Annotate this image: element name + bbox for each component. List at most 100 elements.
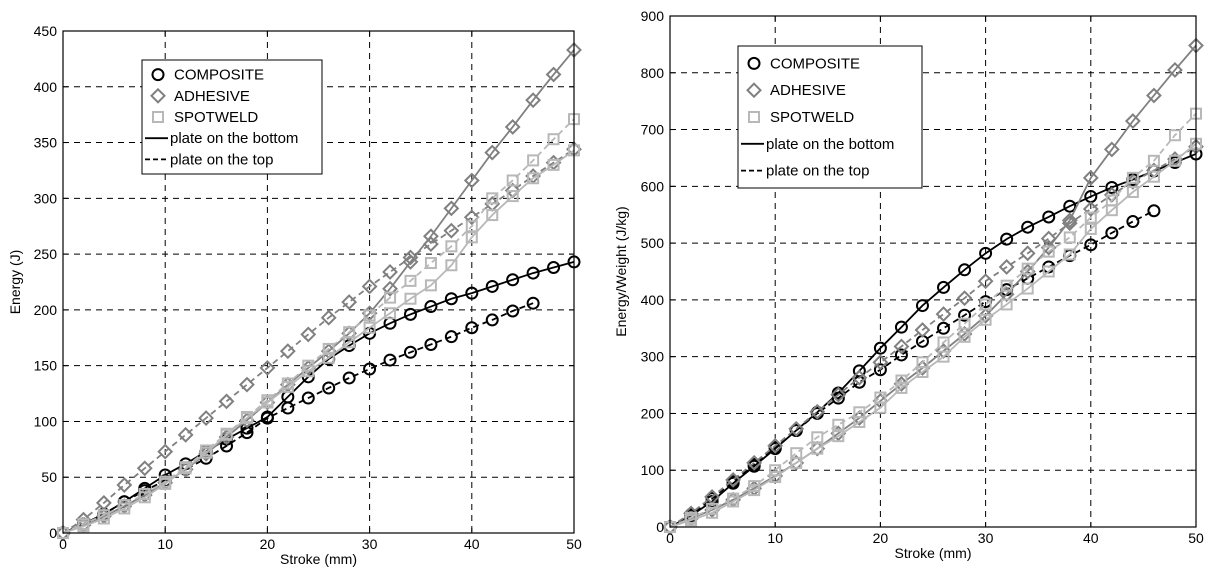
x-tick-label: 20 [260,536,276,552]
data-point-composite-top [281,401,295,415]
data-point-adhesive-bottom [998,286,1015,303]
data-point-spotweld-top [118,499,131,512]
legend-label: plate on the top [170,151,273,168]
data-point-composite-bottom [979,246,993,260]
legend: COMPOSITE ADHESIVE SPOTWELD plate on the bo… [141,59,323,175]
data-point-composite-bottom [1042,210,1056,224]
data-point-adhesive-top [767,437,784,454]
legend-box [141,59,323,175]
data-point-adhesive-top [218,393,235,410]
data-point-adhesive-bottom [1082,169,1099,186]
data-point-composite-top [831,391,845,405]
x-tick-label: 10 [157,536,173,552]
data-point-spotweld-top [261,394,274,407]
y-tick-label: 500 [641,235,665,251]
y-tick-label: 900 [641,8,665,24]
legend-label: ADHESIVE [174,88,250,105]
data-point-composite-bottom [506,273,520,287]
data-point-adhesive-top [830,386,847,403]
legend-marker-circle [151,68,165,82]
data-point-spotweld-bottom [1000,298,1013,311]
legend-marker-circle [747,56,761,70]
data-point-adhesive-top [402,249,419,266]
data-point-adhesive-bottom [1124,113,1141,129]
data-point-spotweld-top [895,374,908,387]
legend-label: plate on the top [766,163,869,180]
data-point-adhesive-bottom [382,280,398,297]
data-point-spotweld-bottom [895,381,908,394]
data-point-adhesive-top [956,290,973,307]
data-point-spotweld-top [727,492,740,505]
legend-marker-diamond [746,82,762,99]
data-point-spotweld-bottom [832,430,845,443]
data-point-composite-bottom [1021,220,1035,234]
data-point-spotweld-bottom [363,321,376,334]
data-point-spotweld-bottom [811,442,824,455]
y-tick-label: 700 [641,122,665,138]
y-tick-label: 100 [34,413,58,429]
data-point-adhesive-top [198,410,214,427]
data-point-composite-top [958,308,972,322]
data-point-adhesive-top [136,460,153,477]
legend-label: ADHESIVE [770,82,846,99]
legend-label: SPOTWELD [174,109,258,126]
legend: COMPOSITE ADHESIVE SPOTWELD plate on the bo… [737,45,923,189]
legend-label: COMPOSITE [174,67,264,84]
data-point-spotweld-bottom [1063,248,1076,261]
data-point-spotweld-top [874,391,887,404]
data-point-spotweld-top [1126,171,1139,184]
data-point-spotweld-top [853,406,866,419]
y-tick-label: 200 [641,405,665,421]
data-point-adhesive-top [809,403,826,420]
data-point-adhesive-top [1040,230,1057,247]
data-point-spotweld-top [77,518,90,531]
x-tick-label: 10 [767,530,783,546]
data-point-adhesive-top [463,209,480,226]
data-point-spotweld-top [1105,194,1118,207]
x-axis-label: Stroke (mm) [280,551,357,567]
data-point-composite-bottom [937,280,951,294]
data-point-spotweld-bottom [527,172,540,185]
data-point-spotweld-top [1042,245,1055,258]
data-point-composite-top [1084,238,1098,252]
data-point-spotweld-top [1147,154,1160,167]
data-point-composite-top [873,363,887,377]
data-point-spotweld-top [384,291,397,304]
data-point-spotweld-bottom [506,190,519,203]
data-point-adhesive-top [116,477,133,493]
data-point-adhesive-bottom [1167,62,1183,78]
data-point-spotweld-top [445,240,458,253]
data-point-spotweld-top [465,220,478,233]
data-point-composite-bottom [1000,232,1014,246]
data-point-adhesive-top [423,236,439,252]
data-point-composite-top [444,330,458,344]
data-point-adhesive-top [320,309,337,326]
data-point-composite-bottom [403,307,417,321]
data-point-composite-bottom [873,341,887,355]
data-point-spotweld-top [1000,279,1013,292]
data-point-adhesive-top [1061,215,1078,232]
y-tick-label: 0 [656,519,664,535]
data-point-spotweld-top [811,431,824,444]
data-point-adhesive-top [300,326,317,343]
data-point-spotweld-top [958,317,971,330]
data-point-spotweld-top [685,511,698,524]
data-point-composite-top [301,391,315,405]
data-point-spotweld-top [404,274,417,287]
data-point-composite-bottom [444,292,458,306]
data-point-adhesive-top [279,343,296,360]
series-spotweld-bottom [664,137,1202,533]
data-point-spotweld-bottom [486,209,499,222]
data-point-composite-top [894,348,908,362]
data-point-spotweld-top [200,444,213,457]
data-point-adhesive-top [872,354,889,371]
data-point-adhesive-bottom [443,200,460,217]
series-spotweld-top [57,113,580,539]
data-point-spotweld-top [832,418,845,431]
data-point-adhesive-top [725,471,742,488]
chart-panel-2: 0 10 20 30 40 500100200300400500600700800900S… [613,8,1204,561]
data-point-spotweld-top [790,447,803,460]
data-point-spotweld-top [281,377,294,390]
axes-frame [669,15,1197,528]
data-point-composite-top [937,321,951,335]
